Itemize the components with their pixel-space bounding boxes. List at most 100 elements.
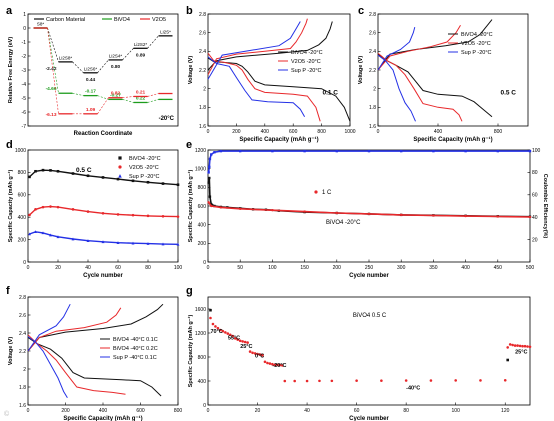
data-point bbox=[283, 379, 287, 383]
data-point bbox=[303, 210, 306, 213]
rate-label: 0.1 C bbox=[322, 90, 338, 97]
temperature-step-label: 70°C bbox=[210, 329, 222, 335]
series-line bbox=[29, 205, 179, 218]
step-energy-label: 0.44 bbox=[86, 77, 96, 83]
step-energy-label: -6.13 bbox=[46, 112, 57, 118]
plot-frame bbox=[207, 296, 531, 406]
discharge-curve bbox=[27, 337, 162, 397]
legend-label: Sup P -20°C bbox=[291, 68, 322, 74]
data-point bbox=[239, 149, 242, 153]
x-tick-label: 80 bbox=[403, 408, 409, 414]
energy-connector bbox=[97, 59, 109, 73]
species-label: Li2S2* bbox=[134, 42, 148, 47]
data-point bbox=[305, 379, 309, 383]
data-point bbox=[330, 379, 334, 383]
data-point bbox=[118, 174, 122, 178]
data-point bbox=[34, 230, 37, 234]
step-energy-label: -0.27 bbox=[110, 92, 121, 98]
y-tick-label: -5 bbox=[22, 96, 27, 102]
plot-frame bbox=[207, 149, 531, 263]
data-point bbox=[101, 176, 105, 179]
legend-label: BiVO4 bbox=[114, 17, 130, 23]
y-tick-label: 1200 bbox=[195, 331, 206, 337]
energy-connector bbox=[147, 99, 159, 103]
x-tick-label: 60 bbox=[354, 408, 360, 414]
y-tick-label: 1.6 bbox=[369, 124, 376, 130]
x-tick-label: 250 bbox=[365, 265, 374, 271]
x-tick-label: 80 bbox=[145, 265, 151, 271]
data-point bbox=[236, 338, 240, 341]
data-point bbox=[511, 343, 514, 347]
data-point bbox=[281, 364, 284, 367]
x-tick-label: 100 bbox=[174, 265, 183, 271]
data-point bbox=[210, 153, 213, 156]
data-point bbox=[243, 340, 247, 344]
data-point bbox=[41, 231, 45, 235]
plot-frame bbox=[27, 149, 179, 263]
data-point bbox=[28, 213, 31, 217]
y-axis-label: Voltage (V) bbox=[188, 56, 194, 84]
x-axis-label: Specific Capacity (mAh g⁻¹) bbox=[239, 136, 318, 143]
x-tick-label: 40 bbox=[85, 265, 91, 271]
y-tick-label: -4 bbox=[22, 82, 27, 88]
x-tick-label: 0 bbox=[27, 408, 30, 414]
data-point bbox=[521, 344, 524, 348]
data-point bbox=[464, 214, 467, 218]
rate-label: 0.5 C bbox=[500, 90, 516, 97]
rate-label: 0.5 C bbox=[76, 167, 92, 174]
discharge-curve bbox=[207, 56, 306, 117]
data-point bbox=[41, 168, 45, 172]
data-point bbox=[213, 151, 216, 154]
x-axis-label: Specific Capacity (mAh g⁻¹) bbox=[63, 415, 142, 421]
x-tick-label: 0 bbox=[377, 129, 380, 135]
data-point bbox=[263, 360, 267, 364]
temperature-step-label: -20°C bbox=[272, 363, 286, 369]
data-point bbox=[335, 211, 338, 215]
step-energy-label: -0.17 bbox=[85, 89, 96, 95]
x-axis-label: Cycle number bbox=[83, 273, 123, 279]
temperature-step-label: 25°C bbox=[240, 344, 252, 350]
species-label: Li2S6* bbox=[84, 66, 98, 71]
data-point bbox=[176, 242, 180, 246]
data-point bbox=[238, 339, 242, 343]
x-tick-label: 600 bbox=[289, 129, 298, 135]
temperature-step-label: 25°C bbox=[515, 349, 527, 355]
y-tick-label: 0 bbox=[23, 260, 26, 266]
energy-connector bbox=[147, 35, 159, 49]
data-point bbox=[219, 206, 223, 209]
legend-label: BiVO4 -40°C 0.1C bbox=[113, 337, 158, 343]
data-point bbox=[116, 241, 120, 245]
legend-label: BiVO4 -20°C bbox=[461, 32, 493, 38]
y-axis-label: Voltage (V) bbox=[358, 56, 364, 84]
data-point bbox=[506, 358, 510, 362]
x-tick-label: 0 bbox=[207, 265, 210, 271]
data-point bbox=[28, 232, 31, 236]
energy-connector bbox=[122, 99, 134, 103]
x-tick-label: 200 bbox=[61, 408, 70, 414]
x-tick-label: 200 bbox=[333, 265, 342, 271]
data-point bbox=[526, 345, 529, 348]
data-point bbox=[248, 350, 252, 353]
chart-panel-e: 0 50 100 150 200 250 300 350 400 450 500 0 200 400 600… bbox=[187, 148, 548, 279]
data-point bbox=[49, 169, 52, 172]
y-tick-label: -6 bbox=[22, 110, 27, 116]
data-point bbox=[86, 174, 90, 178]
data-point bbox=[161, 242, 165, 246]
charge-curve bbox=[377, 19, 493, 71]
data-point bbox=[161, 215, 165, 218]
data-point bbox=[86, 210, 90, 213]
y-tick-label: 400 bbox=[198, 222, 207, 228]
y-tick-label: 2.2 bbox=[19, 349, 26, 355]
temperature-step-label: -40°C bbox=[406, 385, 420, 391]
step-energy-label: 0.22 bbox=[136, 95, 146, 101]
data-point bbox=[400, 149, 403, 153]
energy-connector bbox=[72, 92, 84, 96]
data-point bbox=[101, 211, 105, 215]
data-point bbox=[211, 322, 215, 326]
x-tick-label: 20 bbox=[55, 265, 61, 271]
data-point bbox=[496, 149, 499, 153]
energy-connector bbox=[97, 95, 109, 100]
y-axis-label: Relative Free Energy (eV) bbox=[8, 37, 14, 104]
data-point bbox=[400, 213, 403, 217]
legend-label: Sup P -20°C bbox=[129, 174, 160, 180]
